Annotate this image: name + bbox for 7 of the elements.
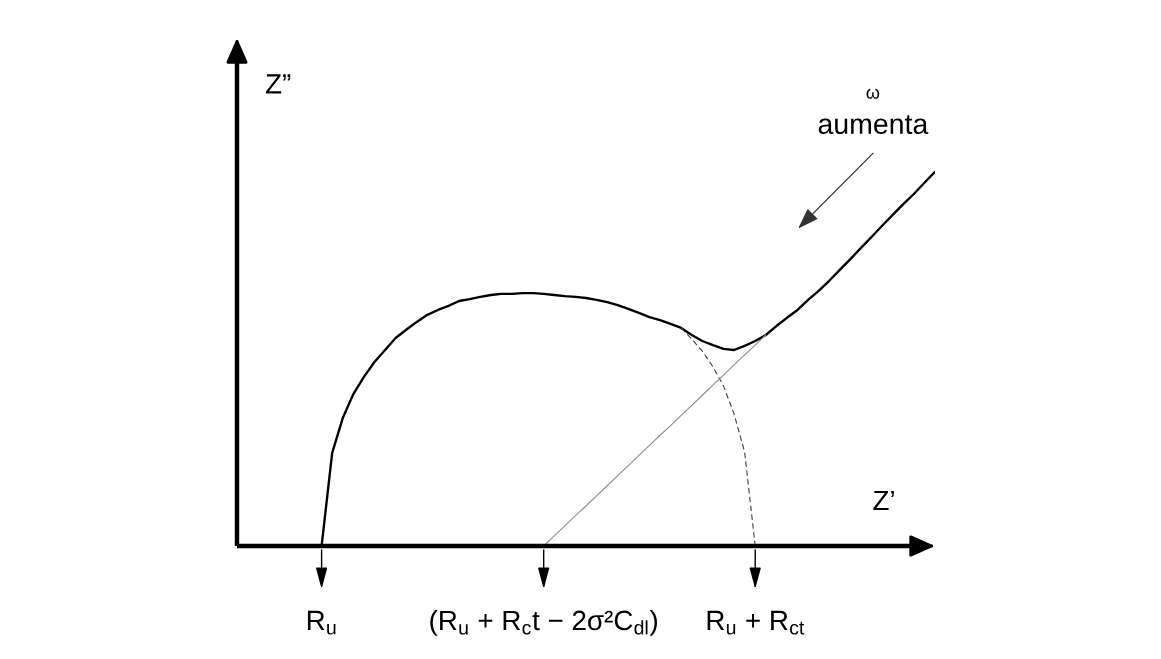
x-tick-label: R$_{u}$ xyxy=(307,610,336,635)
x-tick-label: R$_{u}$ + R$_{ct}$ xyxy=(707,610,805,635)
x-tick-label: (R$_{u}$ + R$_{c}$t − 2σ²C$_{dl}$) xyxy=(430,609,658,636)
text: ω xyxy=(866,88,880,99)
y-axis-title: Z” xyxy=(265,74,291,94)
text: aumenta xyxy=(818,115,929,135)
x-axis-title: Z’ xyxy=(873,490,894,510)
